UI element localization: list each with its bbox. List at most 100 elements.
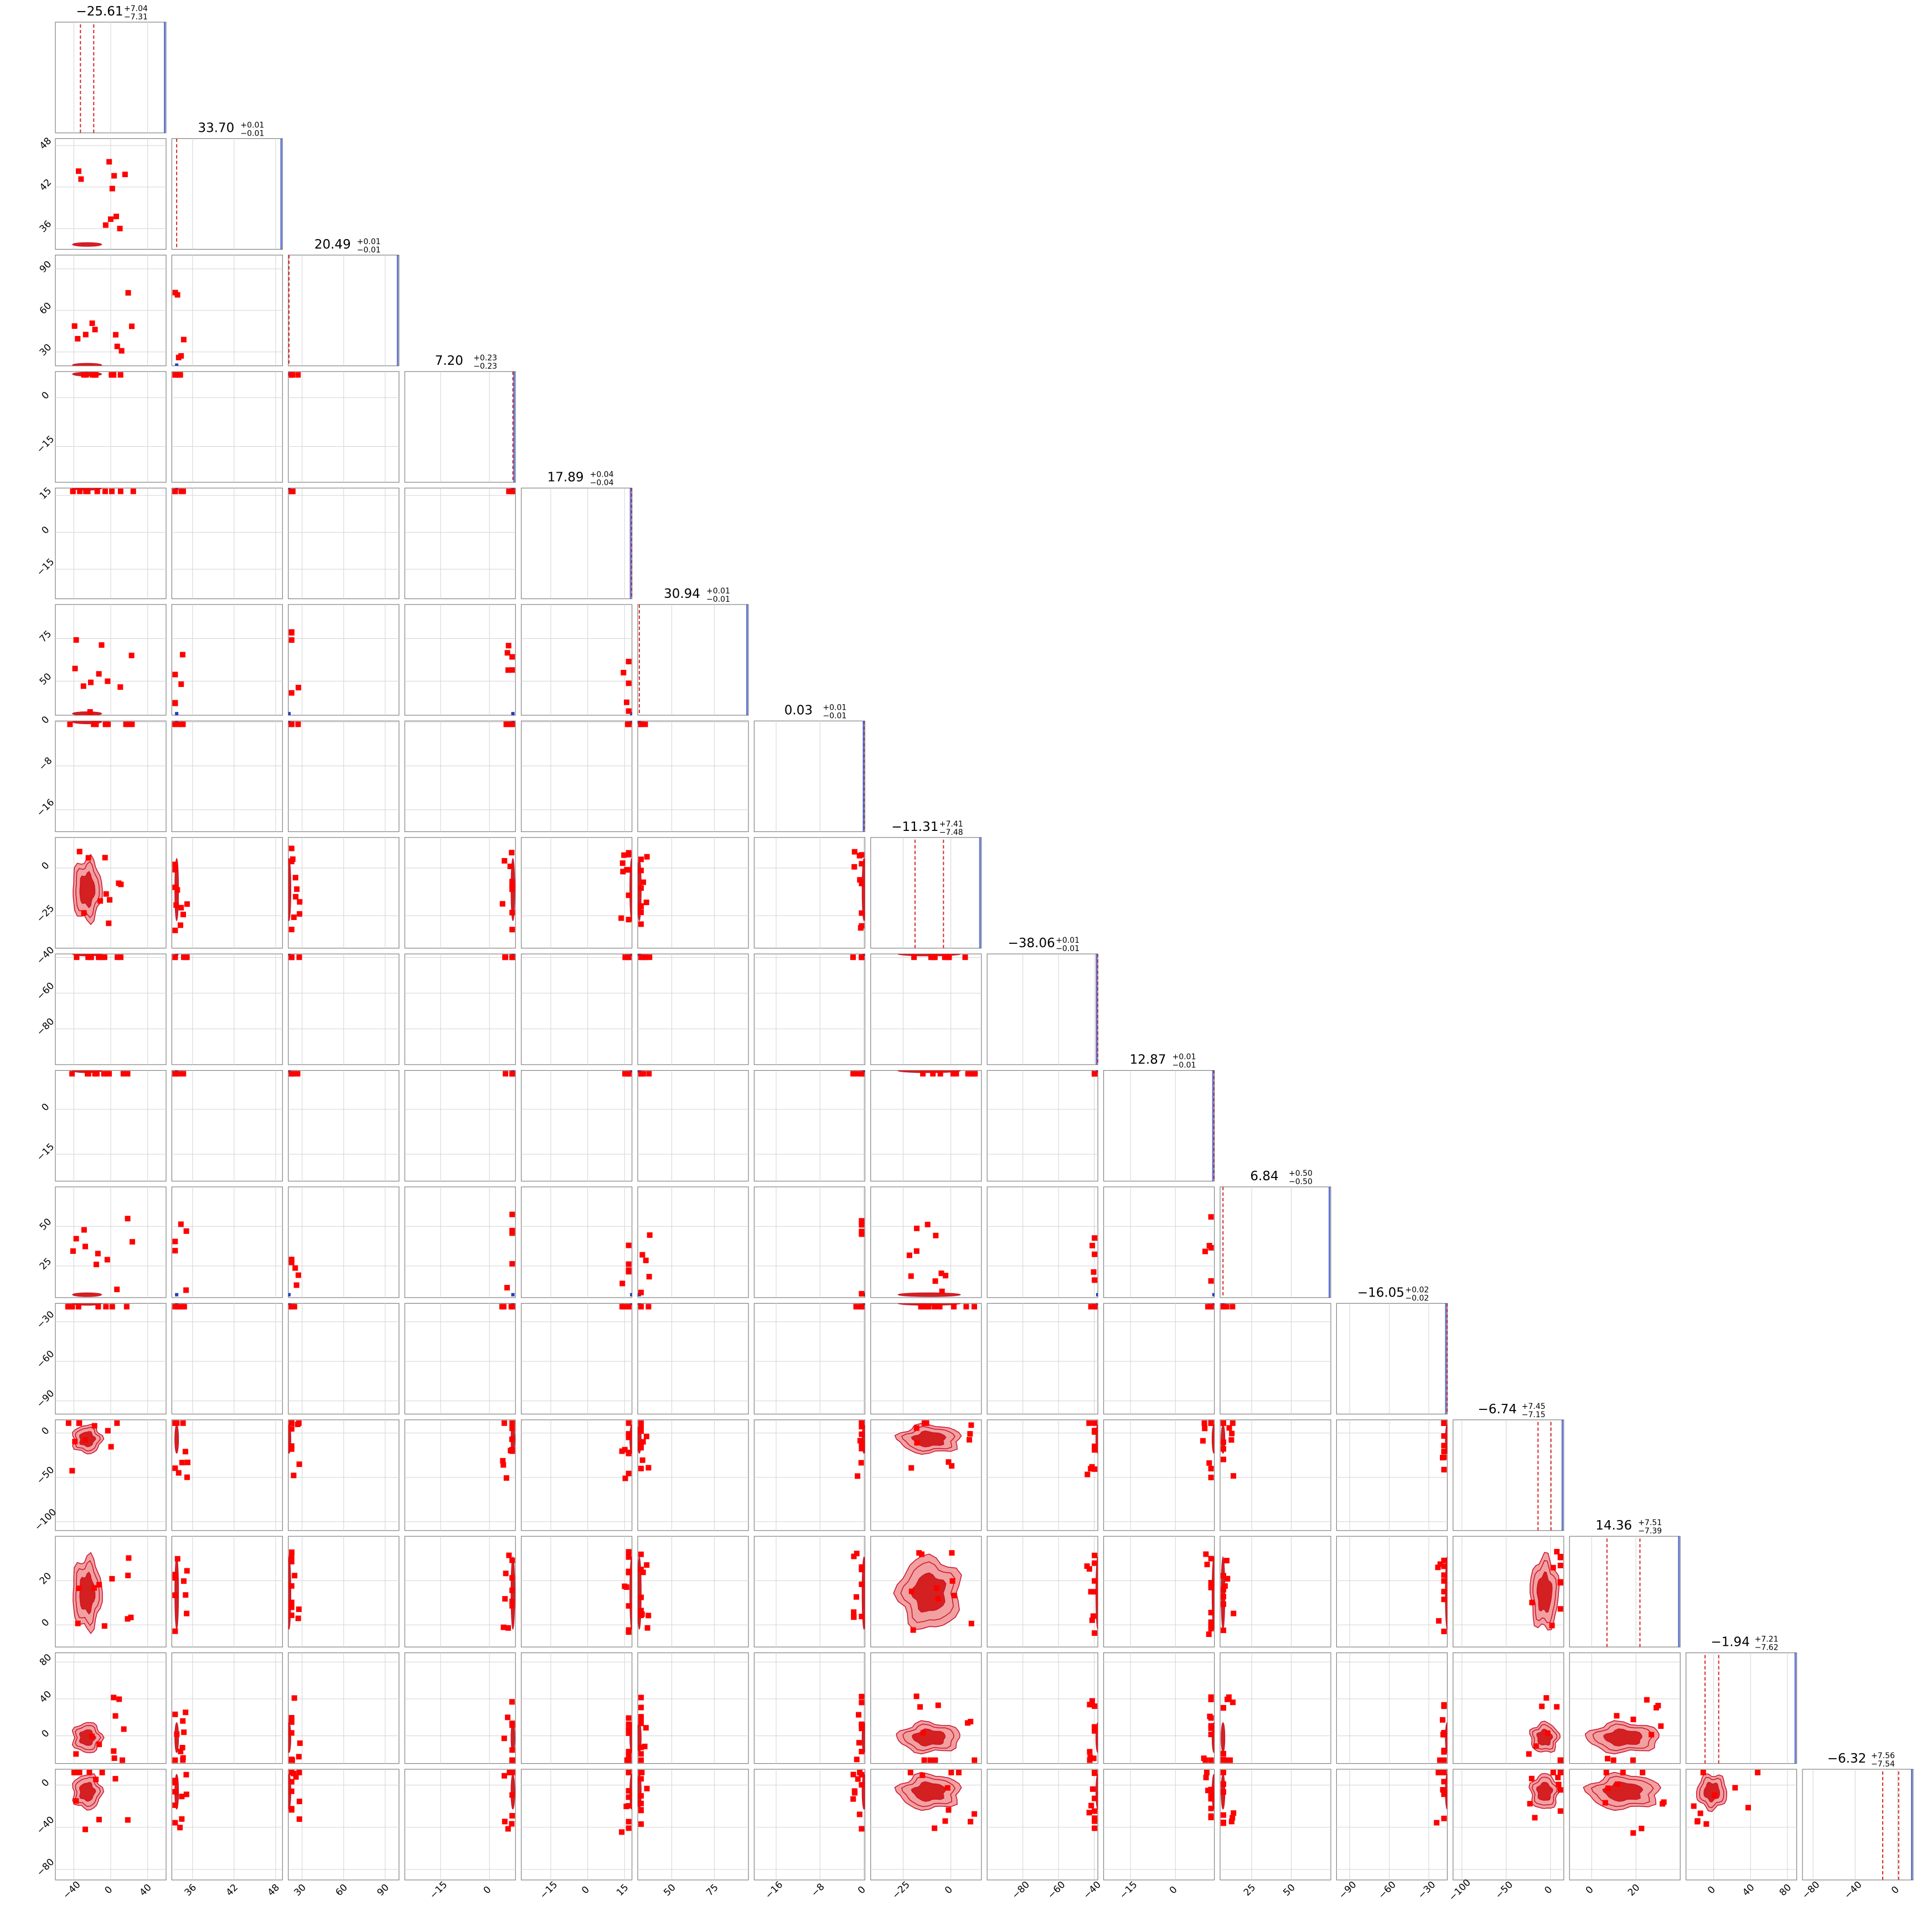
outlier-point (626, 1420, 632, 1426)
panel-frame (1686, 1652, 1797, 1764)
panel-4-0: −15 0 15 (35, 485, 167, 600)
outlier-point (856, 1811, 862, 1817)
outlier-point (859, 1218, 865, 1224)
outlier-point (73, 1751, 79, 1757)
panel-5-5: 30.94 +0.01−0.01 (637, 587, 749, 716)
outlier-point (1203, 1770, 1210, 1775)
panel-frame (753, 1070, 866, 1182)
outlier-point (1436, 1618, 1442, 1624)
outlier-point (1529, 1599, 1535, 1605)
outlier-point (172, 488, 178, 494)
outlier-point (1205, 1788, 1211, 1794)
density (622, 1549, 632, 1635)
outlier-point (626, 1752, 632, 1758)
param-lower-4: −0.04 (590, 479, 614, 488)
outlier-point (622, 1447, 628, 1453)
outlier-point (1224, 1576, 1230, 1582)
outlier-point (102, 855, 108, 861)
outlier-point (172, 1572, 178, 1578)
outlier-point (1221, 1704, 1226, 1711)
density (638, 1303, 652, 1310)
panel-10-9 (1103, 1186, 1215, 1298)
panel-frame (753, 1303, 866, 1414)
outlier-point (288, 1558, 295, 1564)
outlier-point (1554, 1549, 1560, 1555)
outlier-point (1227, 1757, 1233, 1763)
outlier-point (1605, 1785, 1611, 1791)
contour-mid (1592, 1723, 1652, 1752)
panel-frame (520, 1652, 633, 1764)
outlier-point (1441, 1597, 1447, 1603)
outlier-point (1221, 1781, 1226, 1787)
outlier-point (288, 1071, 295, 1077)
y-tick-label: 0 (40, 524, 52, 536)
density (172, 1709, 189, 1763)
outlier-point (850, 1071, 856, 1077)
y-tick-label: 75 (38, 628, 54, 644)
hist-edge (1911, 1769, 1913, 1880)
outlier-point (932, 1825, 938, 1831)
panel-frame (637, 1186, 749, 1298)
outlier-point (183, 954, 189, 960)
outlier-point (115, 954, 121, 960)
outlier-point (1208, 1623, 1214, 1629)
outlier-point (509, 1603, 515, 1609)
outlier-point (1231, 1810, 1237, 1816)
outlier-point (129, 323, 135, 329)
density (499, 1303, 515, 1310)
outlier-point (626, 892, 632, 898)
density (619, 1303, 632, 1310)
panel-13-11 (1336, 1536, 1448, 1647)
density (1221, 1556, 1237, 1634)
outlier-point (859, 1222, 865, 1228)
outlier-point (172, 1575, 178, 1581)
param-upper-12: +7.45 (1522, 1402, 1546, 1411)
outlier-point (125, 1071, 131, 1077)
outlier-point (505, 643, 512, 649)
outlier-point (509, 1821, 515, 1827)
panel-frame (404, 1652, 516, 1764)
panel-7-5 (637, 837, 749, 949)
panel-frame (986, 1186, 1098, 1298)
density (288, 372, 301, 378)
outlier-point (967, 1437, 973, 1443)
x-tick-label: −100 (1447, 1877, 1473, 1903)
outlier-point (645, 1465, 652, 1471)
outlier-point (173, 902, 179, 908)
x-tick-label: −50 (1494, 1879, 1516, 1902)
density (622, 1070, 632, 1077)
outlier-point (175, 1304, 181, 1310)
outlier-point (647, 1232, 653, 1238)
x-tick-label: 20 (1626, 1882, 1642, 1898)
outlier-point (65, 1420, 71, 1426)
density (67, 721, 135, 727)
outlier-point (620, 1304, 626, 1310)
density (851, 849, 865, 931)
density (638, 1070, 652, 1077)
outlier-point (504, 1285, 510, 1291)
outlier-point (89, 1733, 95, 1739)
param-title-10: 6.84 (1250, 1169, 1278, 1184)
panel-frame (404, 604, 516, 716)
density (638, 1551, 652, 1631)
outlier-point (626, 1730, 632, 1736)
panel-15-3: −15 0 (404, 1769, 516, 1901)
outlier-point (509, 927, 515, 933)
outlier-point (626, 954, 632, 960)
outlier-point (1441, 1779, 1447, 1785)
outlier-point (183, 1592, 189, 1598)
panel-14-7 (870, 1652, 982, 1764)
density (172, 1070, 187, 1077)
hist-edge (1212, 1070, 1214, 1181)
outlier-point (505, 1826, 511, 1832)
outlier-point (184, 1459, 190, 1465)
outlier-point (859, 1445, 865, 1451)
panel-14-10 (1220, 1652, 1331, 1764)
outlier-point (620, 869, 626, 875)
panel-10-5 (637, 1186, 749, 1298)
y-tick-label: 48 (38, 136, 54, 152)
outlier-point (638, 1757, 644, 1763)
outlier-point (95, 1304, 101, 1310)
panel-4-2 (288, 487, 400, 600)
panel-6-0: −16 −8 0 (35, 714, 167, 833)
